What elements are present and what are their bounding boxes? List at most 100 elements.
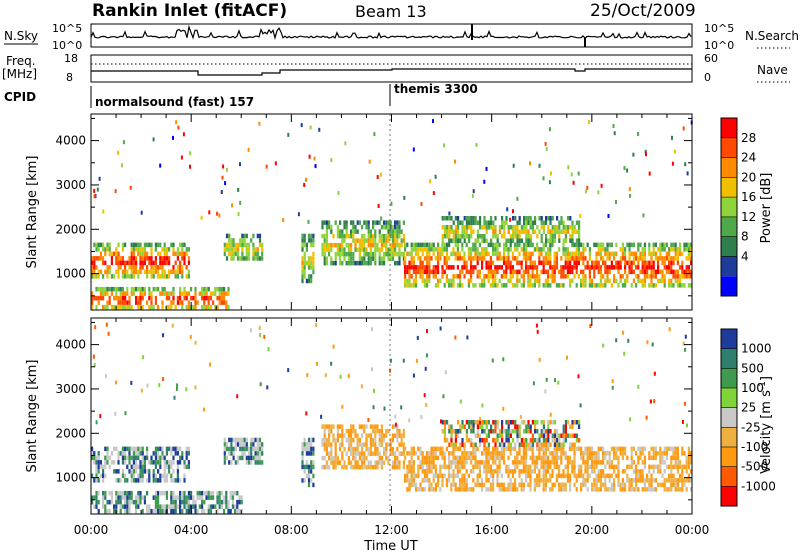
- data-cell: [159, 446, 162, 452]
- data-cell: [575, 265, 578, 270]
- data-cell: [445, 256, 448, 261]
- data-cell: [507, 438, 510, 443]
- data-cell: [209, 504, 212, 509]
- data-cell: [553, 274, 556, 279]
- data-cell: [398, 433, 401, 438]
- data-cell: [606, 274, 609, 279]
- data-cell: [487, 455, 490, 461]
- data-cell: [225, 304, 228, 310]
- data-cell: [496, 269, 499, 275]
- data-cell: [152, 265, 155, 270]
- data-cell: [516, 256, 519, 261]
- data-cell: [443, 229, 446, 234]
- data-cell-scatter: [682, 126, 685, 131]
- data-cell: [538, 229, 541, 234]
- data-cell: [97, 300, 100, 305]
- data-cell: [434, 446, 437, 452]
- data-cell: [456, 487, 459, 492]
- data-cell: [419, 256, 422, 261]
- data-cell: [174, 274, 177, 279]
- data-cell: [135, 451, 138, 456]
- data-cell: [573, 482, 576, 488]
- data-cell: [454, 455, 457, 461]
- data-cell: [569, 482, 572, 488]
- data-cell: [542, 247, 545, 252]
- data-cell: [613, 451, 616, 456]
- data-cell: [445, 278, 448, 284]
- data-cell: [525, 220, 528, 225]
- data-cell: [135, 269, 138, 275]
- data-cell: [674, 482, 677, 488]
- data-cell: [230, 460, 233, 465]
- data-cell: [516, 220, 519, 225]
- data-cell-scatter: [545, 377, 548, 382]
- data-cell: [363, 251, 366, 257]
- data-cell: [398, 451, 401, 456]
- data-cell: [494, 234, 497, 239]
- data-cell: [428, 247, 431, 252]
- data-cell: [115, 478, 118, 483]
- data-cell: [254, 256, 257, 261]
- data-cell: [604, 283, 607, 288]
- data-cell: [505, 464, 508, 470]
- data-cell: [454, 429, 457, 434]
- data-cell: [652, 464, 655, 470]
- data-cell: [312, 482, 315, 488]
- data-cell: [608, 269, 611, 275]
- data-cell: [470, 455, 473, 461]
- data-cell: [402, 220, 405, 225]
- data-cell: [593, 265, 596, 270]
- data-cell: [372, 437, 375, 443]
- data-cell: [657, 260, 660, 266]
- x-tick-label: 20:00: [575, 523, 610, 537]
- data-cell: [659, 247, 662, 252]
- data-cell: [378, 251, 381, 257]
- data-cell: [549, 242, 552, 248]
- data-cell: [665, 455, 668, 461]
- data-cell: [652, 469, 655, 474]
- data-cell: [99, 291, 102, 296]
- data-cell: [461, 464, 464, 470]
- data-cell: [687, 242, 690, 248]
- data-cell: [139, 242, 142, 248]
- data-cell: [619, 256, 622, 261]
- data-cell: [531, 242, 534, 248]
- data-cell: [489, 487, 492, 492]
- data-cell: [428, 274, 431, 279]
- data-cell: [154, 499, 157, 505]
- data-cell: [562, 242, 565, 248]
- data-cell: [150, 251, 153, 257]
- data-cell: [124, 504, 127, 509]
- data-cell: [410, 473, 413, 479]
- data-cell: [421, 487, 424, 492]
- data-cell: [555, 473, 558, 479]
- data-cell: [423, 247, 426, 252]
- data-cell: [496, 424, 499, 429]
- data-cell: [542, 283, 545, 288]
- data-cell: [161, 451, 164, 456]
- data-cell: [363, 428, 366, 434]
- data-cell: [542, 260, 545, 266]
- data-cell: [534, 216, 537, 221]
- data-cell: [512, 420, 515, 425]
- data-cell: [163, 256, 166, 261]
- data-cell-scatter: [332, 344, 335, 349]
- data-cell: [463, 229, 466, 234]
- data-cell: [354, 455, 357, 461]
- data-cell: [509, 482, 512, 488]
- data-cell: [410, 260, 413, 266]
- data-cell: [119, 490, 122, 496]
- data-cell: [323, 256, 326, 261]
- data-cell: [143, 460, 146, 465]
- data-cell: [236, 499, 239, 505]
- data-cell: [494, 438, 497, 443]
- data-cell: [573, 260, 576, 266]
- data-cell: [503, 225, 506, 230]
- data-cell: [527, 469, 530, 474]
- data-cell: [128, 499, 131, 505]
- data-cell: [312, 251, 315, 257]
- data-cell: [252, 256, 255, 261]
- data-cell: [538, 274, 541, 279]
- data-cell: [95, 242, 98, 248]
- data-cell: [641, 265, 644, 270]
